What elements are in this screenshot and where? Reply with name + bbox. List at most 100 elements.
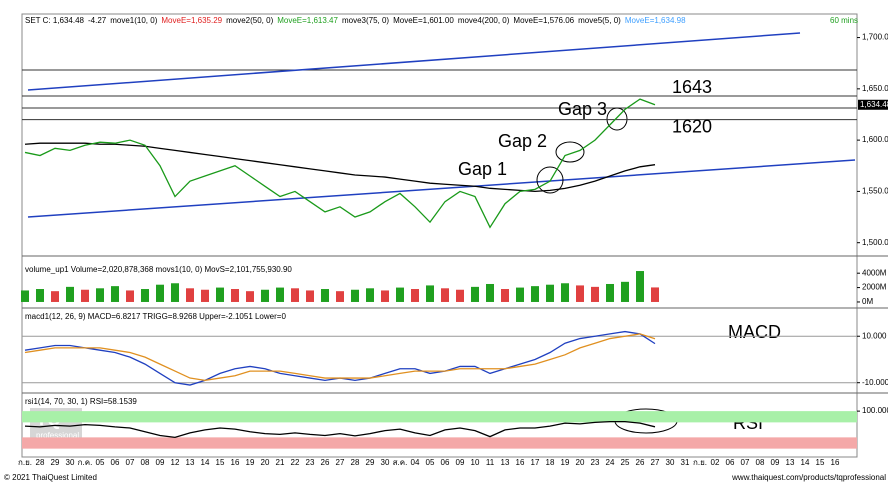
- bar: [456, 289, 464, 302]
- bar: [21, 290, 29, 302]
- x-tick-label: 06: [111, 458, 120, 467]
- legend-text: MoveE=1,635.29: [161, 16, 222, 25]
- x-tick-label: 02: [711, 458, 720, 467]
- x-tick-label: 31: [681, 458, 690, 467]
- bar: [381, 290, 389, 302]
- bar: [591, 286, 599, 302]
- bar: [186, 288, 194, 302]
- x-tick-label: 27: [651, 458, 660, 467]
- x-tick-label: 25: [621, 458, 630, 467]
- x-tick-label: 09: [456, 458, 465, 467]
- footer: www.thaiquest.com/products/tqprofessiona…: [731, 473, 886, 482]
- panel-title: rsi1(14, 70, 30, 1) RSI=58.1539: [25, 397, 137, 406]
- x-tick-label: 16: [231, 458, 240, 467]
- bar: [351, 289, 359, 302]
- panel-title: volume_up1 Volume=2,020,878,368 movs1(10…: [25, 265, 292, 274]
- x-tick-label: 29: [51, 458, 60, 467]
- bar: [156, 284, 164, 302]
- y-tick-label: 10.000: [862, 331, 887, 340]
- x-tick-label: 17: [531, 458, 540, 467]
- y-tick-label: 0M: [862, 297, 873, 306]
- y-tick-label: 4000M: [862, 268, 887, 277]
- bar: [96, 288, 104, 302]
- x-tick-label: 06: [726, 458, 735, 467]
- bar: [516, 287, 524, 302]
- annotation: Gap 2: [498, 131, 547, 151]
- bar: [216, 287, 224, 302]
- y-tick-label: 2000M: [862, 283, 887, 292]
- x-tick-label: 13: [786, 458, 795, 467]
- x-tick-label: 09: [156, 458, 165, 467]
- x-tick-label: 16: [831, 458, 840, 467]
- x-tick-label: 13: [501, 458, 510, 467]
- x-tick-label: 24: [606, 458, 615, 467]
- bar: [171, 283, 179, 302]
- level-label: 1620: [672, 116, 712, 136]
- legend-text: MoveE=1,634.98: [625, 16, 686, 25]
- legend-text: SET C: 1,634.48: [25, 16, 85, 25]
- bar: [396, 287, 404, 302]
- panel-title: macd1(12, 26, 9) MACD=6.8217 TRIGG=8.926…: [25, 312, 286, 321]
- x-tick-label: 29: [366, 458, 375, 467]
- y-tick-label: 1,500.00: [862, 238, 888, 247]
- x-tick-label: 12: [171, 458, 180, 467]
- x-tick-label: 07: [741, 458, 750, 467]
- bar: [441, 288, 449, 302]
- x-tick-label: 26: [321, 458, 330, 467]
- x-tick-label: 08: [141, 458, 150, 467]
- x-tick-label: 30: [666, 458, 675, 467]
- price-tag: [858, 99, 888, 110]
- x-tick-label: 05: [96, 458, 105, 467]
- x-tick-label: ก.ย.: [18, 458, 32, 467]
- series-line: [24, 420, 656, 439]
- legend-text: -4.27: [88, 16, 107, 25]
- bar: [636, 271, 644, 302]
- x-tick-label: 30: [381, 458, 390, 467]
- series-line: [24, 142, 656, 193]
- bar: [486, 283, 494, 302]
- y-tick-label: 1,650.00: [862, 84, 888, 93]
- x-tick-label: 14: [201, 458, 210, 467]
- x-tick-label: 13: [186, 458, 195, 467]
- bar: [246, 291, 254, 302]
- legend-text: move2(50, 0): [226, 16, 273, 25]
- bar: [306, 290, 314, 302]
- bar: [201, 289, 209, 302]
- bar: [261, 289, 269, 302]
- bar: [336, 291, 344, 302]
- bar: [321, 289, 329, 302]
- x-tick-label: 16: [516, 458, 525, 467]
- y-tick-label: 1,700.00: [862, 33, 888, 42]
- y-tick-label: 1,550.00: [862, 187, 888, 196]
- gap-circle: [606, 107, 628, 131]
- bar: [81, 289, 89, 302]
- x-tick-label: 06: [441, 458, 450, 467]
- level-label: 1643: [672, 77, 712, 97]
- bar: [126, 290, 134, 302]
- bar: [621, 281, 629, 302]
- legend-text: move1(10, 0): [110, 16, 157, 25]
- bar: [366, 288, 374, 302]
- logo-text: professional: [36, 431, 79, 440]
- legend-text: MoveE=1,613.47: [277, 16, 338, 25]
- bar: [576, 285, 584, 302]
- rsi-band-high: [22, 411, 857, 423]
- x-tick-label: 09: [771, 458, 780, 467]
- x-tick-label: 05: [426, 458, 435, 467]
- series-line: [24, 98, 656, 229]
- frame: [21, 13, 858, 458]
- x-tick-label: 11: [486, 458, 495, 467]
- x-tick-label: 30: [66, 458, 75, 467]
- x-tick-label: 19: [561, 458, 570, 467]
- x-tick-label: 20: [576, 458, 585, 467]
- price-tag-label: 1,634.48: [860, 100, 888, 109]
- x-tick-label: 15: [216, 458, 225, 467]
- x-tick-label: 04: [411, 458, 420, 467]
- trend-line: [27, 32, 801, 91]
- y-tick-label: 100.000: [862, 406, 888, 415]
- y-tick-label: -10.000: [862, 378, 888, 387]
- x-tick-label: ก.ค.: [78, 458, 93, 467]
- x-tick-label: 26: [636, 458, 645, 467]
